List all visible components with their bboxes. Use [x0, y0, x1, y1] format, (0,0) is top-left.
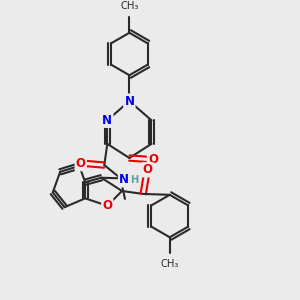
Text: CH₃: CH₃: [160, 259, 179, 269]
Text: O: O: [76, 157, 86, 170]
Text: H: H: [130, 175, 138, 185]
Text: N: N: [124, 94, 134, 108]
Text: N: N: [102, 114, 112, 127]
Text: O: O: [148, 153, 158, 166]
Text: O: O: [102, 199, 112, 212]
Text: N: N: [119, 173, 129, 186]
Text: CH₃: CH₃: [120, 1, 139, 11]
Text: O: O: [142, 163, 153, 176]
